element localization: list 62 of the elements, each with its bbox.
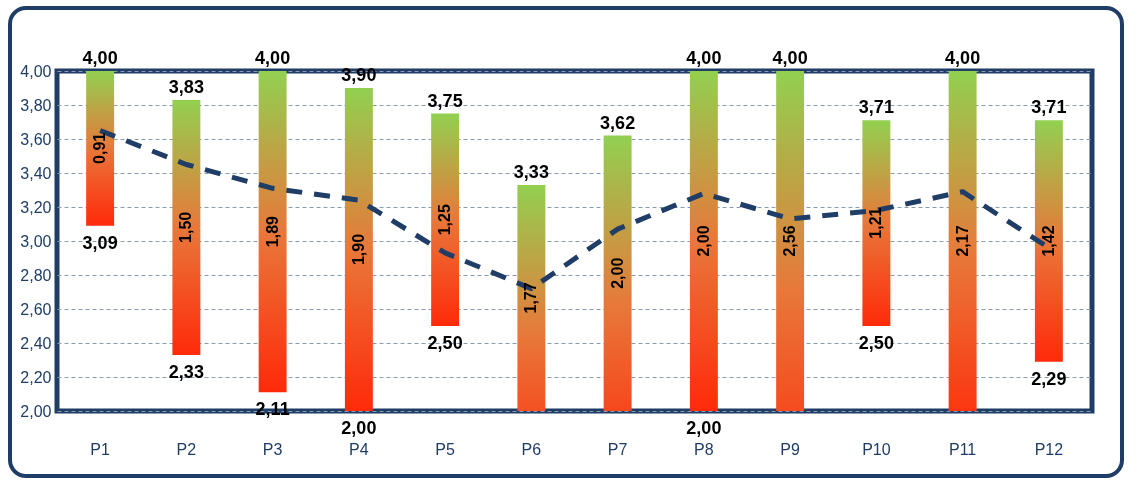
y-tick-label: 2,00	[20, 402, 52, 420]
y-tick-label: 2,20	[20, 368, 52, 386]
annotation: 4,00	[686, 48, 722, 68]
y-tick-label: 3,80	[20, 96, 52, 114]
annotation: 4,00	[772, 48, 808, 68]
annotation: 2,11	[255, 399, 290, 420]
data-label: 0,91	[91, 132, 109, 164]
y-tick-label: 2,80	[20, 266, 52, 284]
data-label: 1,25	[436, 204, 454, 236]
data-label: 1,77	[522, 282, 540, 314]
x-tick-label: P12	[1034, 440, 1064, 458]
annotation: 4,00	[945, 48, 981, 68]
annotation: 2,50	[858, 333, 894, 353]
data-label: 1,50	[177, 211, 195, 243]
annotation: 4,00	[82, 48, 118, 68]
annotation: 2,29	[1031, 368, 1067, 389]
bar	[431, 113, 460, 326]
bar	[344, 88, 373, 411]
data-label: 2,17	[953, 225, 971, 257]
annotation: 3,71	[858, 97, 894, 118]
data-label: 2,56	[781, 225, 799, 257]
bar	[862, 120, 891, 326]
annotation: 4,00	[255, 48, 291, 68]
y-tick-label: 3,60	[20, 130, 52, 148]
annotation: 3,62	[600, 112, 636, 133]
annotation: 2,33	[168, 361, 204, 382]
bar	[258, 71, 287, 393]
x-tick-label: P3	[262, 440, 283, 458]
x-tick-label: P11	[948, 440, 977, 458]
y-tick-label: 3,00	[20, 232, 52, 250]
bar	[172, 99, 201, 355]
x-tick-label: P9	[780, 440, 801, 458]
annotation: 3,71	[1031, 97, 1067, 118]
y-tick-label: 3,40	[20, 164, 52, 182]
x-tick-label: P5	[435, 440, 456, 458]
data-label: 2,00	[694, 225, 712, 257]
x-tick-label: P2	[176, 440, 197, 458]
y-tick-label: 4,00	[20, 62, 52, 80]
bar	[86, 71, 115, 226]
y-tick-label: 2,60	[20, 300, 52, 318]
x-tick-label: P10	[862, 440, 891, 458]
annotation: 2,00	[341, 418, 377, 438]
data-label: 1,89	[263, 215, 281, 248]
x-tick-label: P8	[694, 440, 714, 458]
y-tick-label: 3,20	[20, 198, 52, 216]
annotation: 3,09	[82, 232, 118, 253]
data-label: 2,00	[608, 257, 626, 289]
data-label: 1,21	[867, 207, 885, 239]
x-tick-label: P1	[90, 440, 111, 458]
bar	[1034, 120, 1063, 362]
data-label: 1,42	[1039, 225, 1057, 257]
x-tick-label: P7	[607, 440, 628, 458]
annotation: 3,75	[427, 90, 463, 111]
annotation: 3,83	[168, 76, 204, 97]
annotation: 2,50	[427, 333, 463, 353]
annotation: 2,00	[686, 418, 722, 438]
bar	[689, 71, 718, 411]
x-tick-label: P6	[521, 440, 542, 458]
annotation: 3,33	[513, 161, 549, 182]
y-tick-label: 2,40	[20, 334, 52, 352]
data-label: 1,90	[349, 233, 367, 266]
x-tick-label: P4	[349, 440, 369, 458]
